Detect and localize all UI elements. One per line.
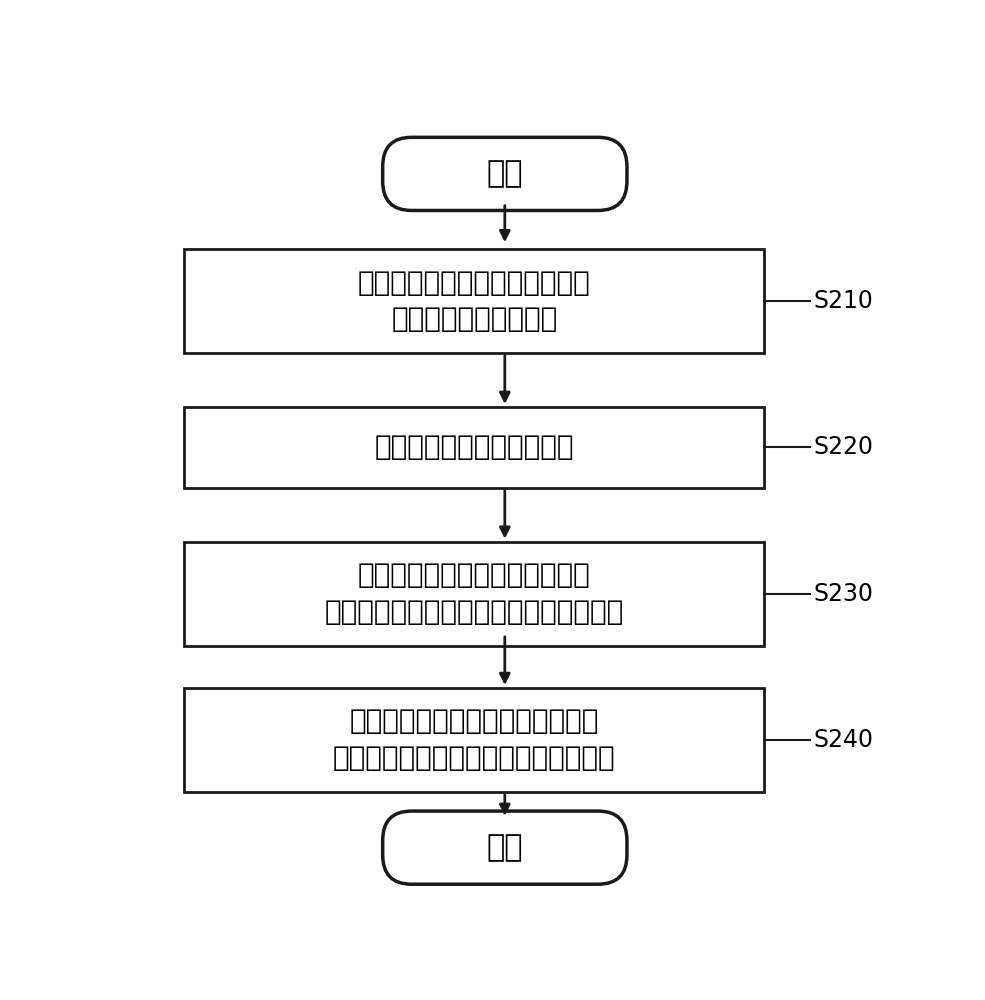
Text: 控制使得从属机器人将位置变更为
从获得的关节角度算出的目标关节角度: 控制使得从属机器人将位置变更为 从获得的关节角度算出的目标关节角度: [333, 707, 616, 772]
Text: 算出用于变更从属机器人的位置
以便使外部扭矩衰减所需的目标关节角度: 算出用于变更从属机器人的位置 以便使外部扭矩衰减所需的目标关节角度: [325, 561, 624, 626]
Bar: [184, 542, 764, 646]
Text: 开始: 开始: [487, 159, 523, 188]
Bar: [184, 407, 764, 488]
Bar: [184, 688, 764, 792]
Text: 结束: 结束: [487, 833, 523, 862]
Text: S210: S210: [814, 289, 874, 313]
Bar: [184, 249, 764, 353]
FancyBboxPatch shape: [382, 137, 626, 210]
Text: 获得从属机器人的关节角度: 获得从属机器人的关节角度: [374, 433, 574, 461]
Text: S240: S240: [814, 728, 874, 752]
Text: S220: S220: [814, 435, 874, 459]
Text: 获得从属机器人与其他物体或人
碰撞而发生的外部扭矩: 获得从属机器人与其他物体或人 碰撞而发生的外部扭矩: [358, 269, 591, 333]
Text: S230: S230: [814, 582, 874, 606]
FancyBboxPatch shape: [382, 811, 626, 884]
